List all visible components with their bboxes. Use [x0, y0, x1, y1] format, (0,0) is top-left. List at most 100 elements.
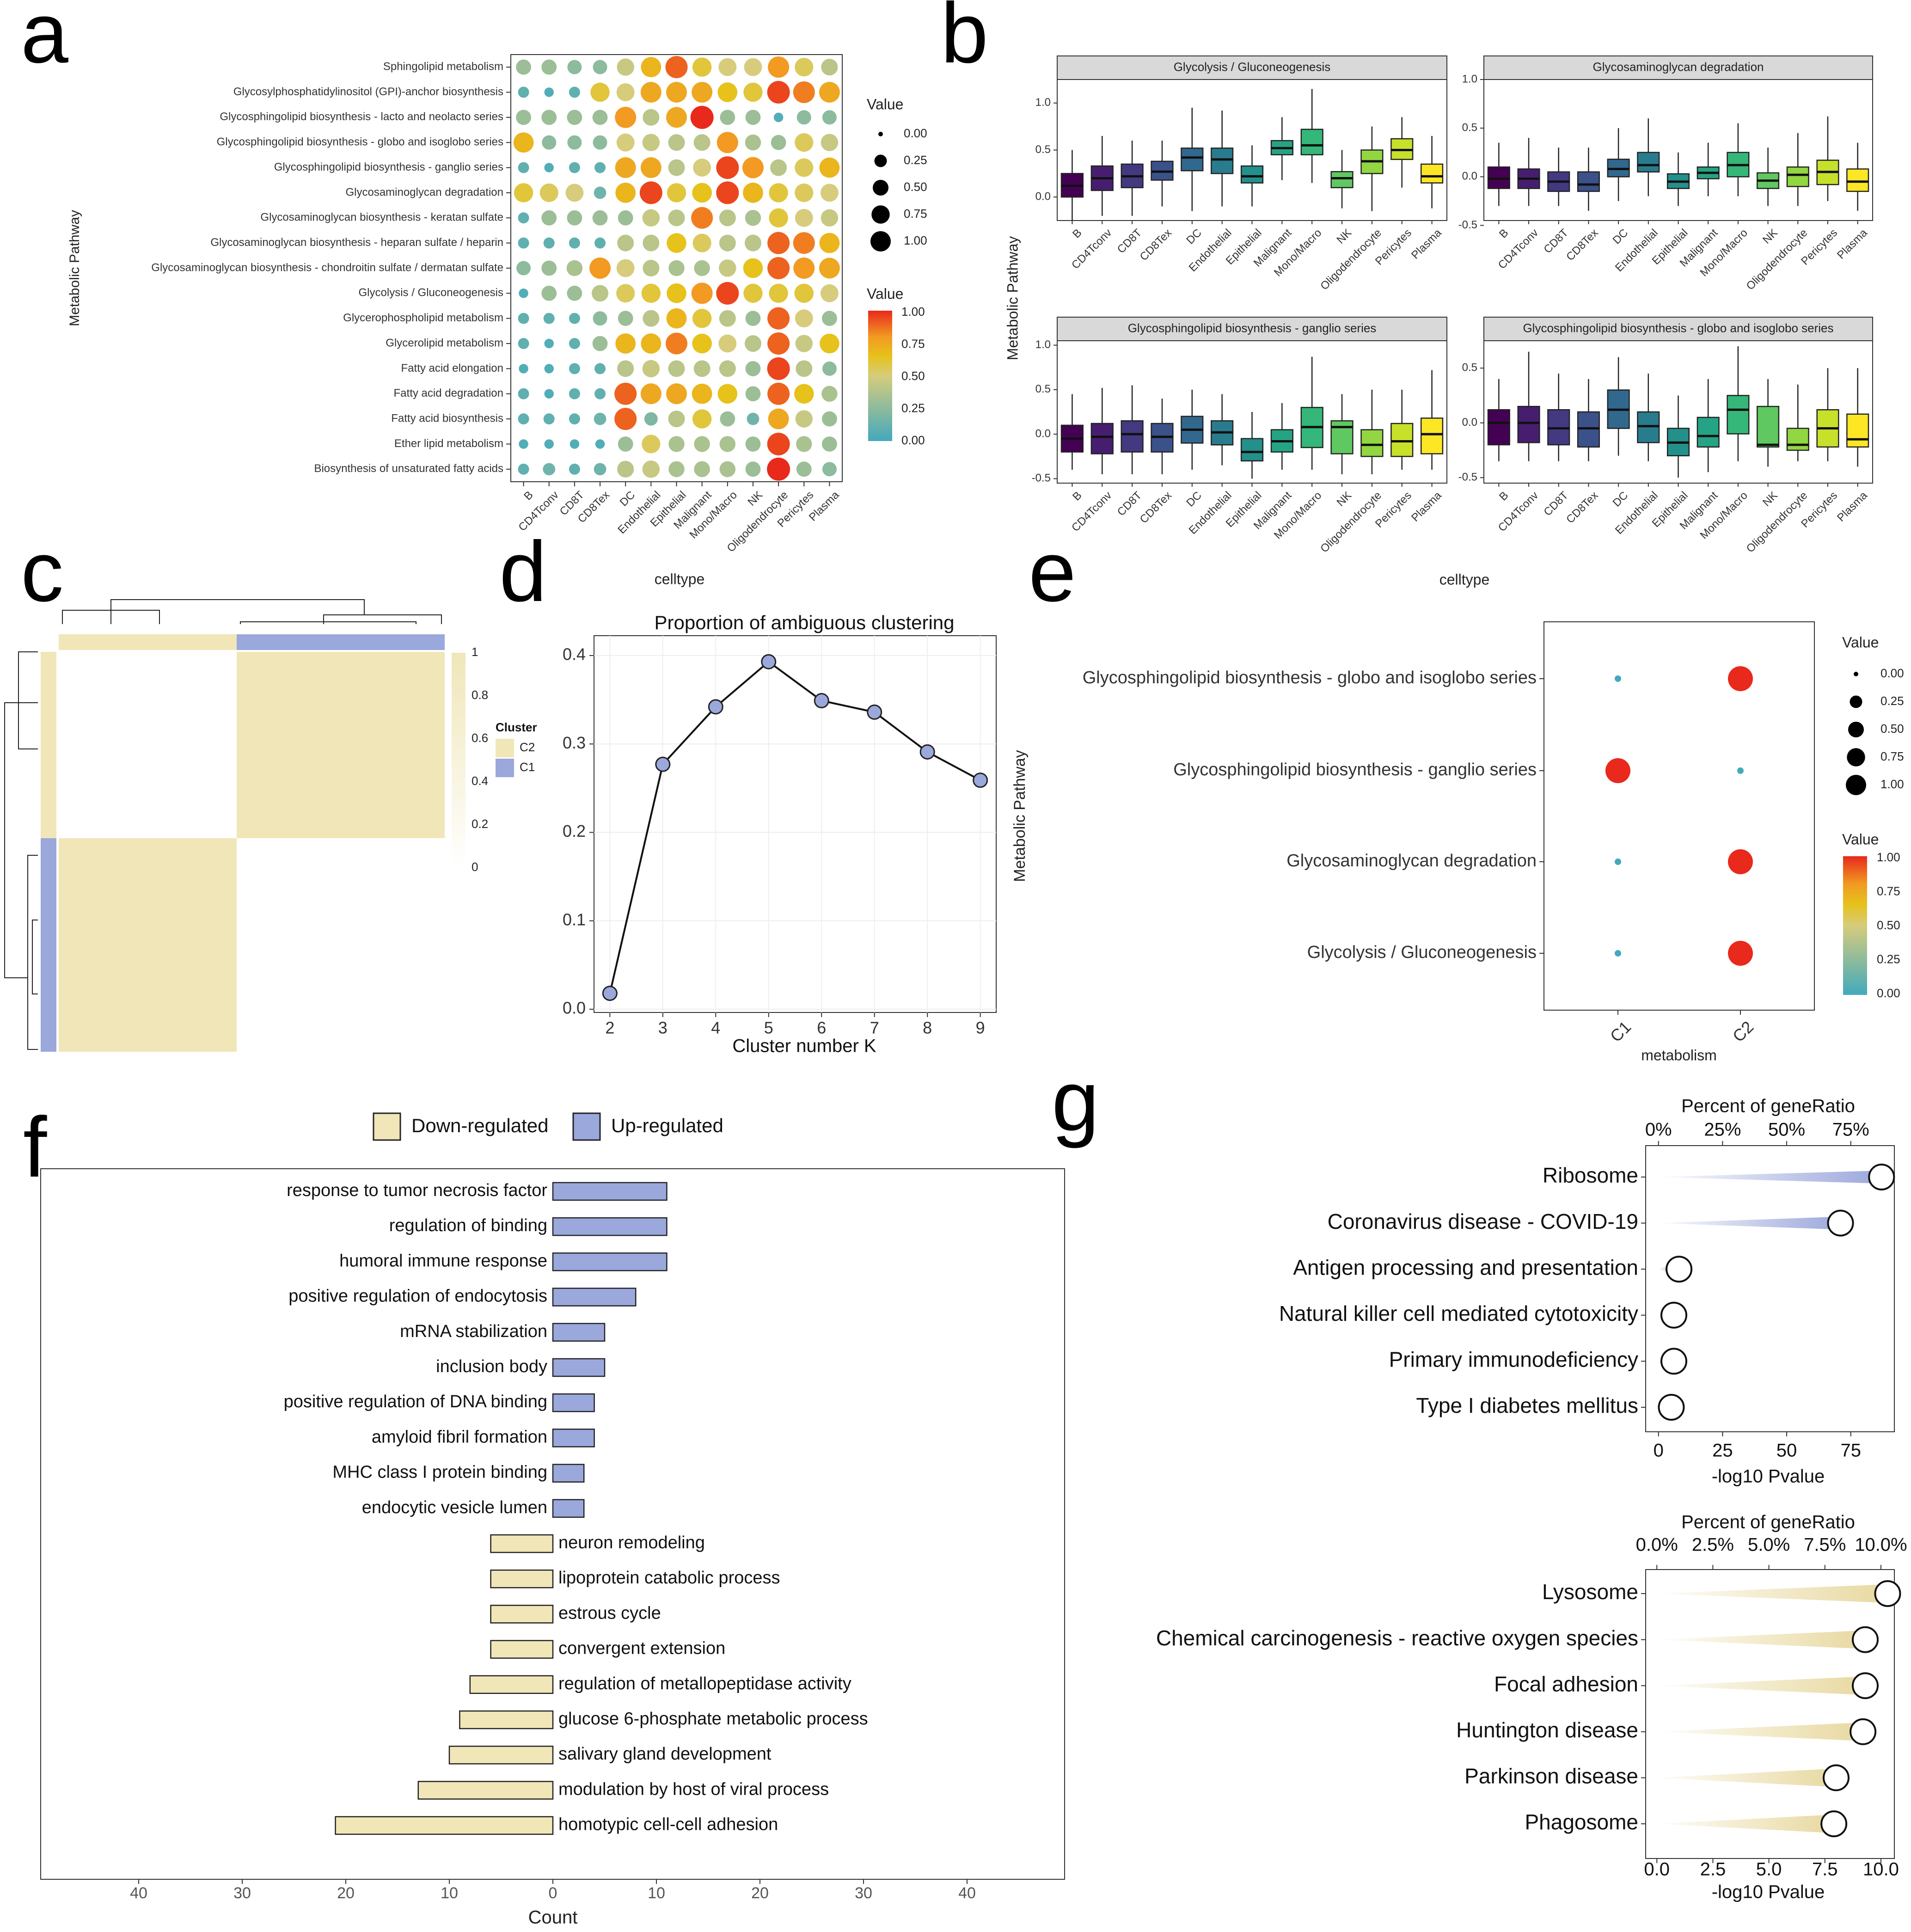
panel-a-size-legend-label: 0.00: [904, 126, 927, 140]
panel-a-dot: [747, 412, 760, 425]
panel-a-dot: [719, 259, 736, 277]
panel-d-xtick-label: 5: [764, 1018, 773, 1037]
panel-c-top-cluster-bar-c1: [237, 634, 445, 650]
panel-a-dot: [643, 259, 660, 277]
panel-b-ylabel: Metabolic Pathway: [1004, 236, 1021, 361]
panel-e-dot: [1728, 666, 1753, 691]
panel-a-dot: [667, 283, 686, 303]
panel-a-dot: [820, 184, 839, 202]
panel-a-ylabel: Metabolic Pathway: [67, 210, 82, 326]
panel-g-category-label: Natural killer cell mediated cytotoxicit…: [1279, 1301, 1638, 1325]
panel-d-xtick-label: 7: [870, 1018, 879, 1037]
panel-a-dot: [719, 360, 736, 377]
panel-f-category-label: salivary gland development: [558, 1744, 772, 1764]
panel-g-xtick-label: 25: [1712, 1441, 1733, 1461]
panel-a-dot: [692, 82, 713, 103]
panel-a-dot: [593, 135, 607, 150]
panel-a-dot: [567, 110, 582, 125]
panel-b-ytick-label: 1.0: [1462, 73, 1477, 85]
panel-a-dot: [692, 233, 711, 252]
panel-d-point: [814, 693, 829, 709]
panel-a-dot: [692, 409, 712, 429]
panel-a-dot: [796, 110, 811, 125]
panel-a-dot: [767, 457, 790, 481]
panel-b-xlabel: celltype: [1439, 571, 1490, 588]
panel-d-xtick-label: 9: [976, 1018, 985, 1037]
panel-a-row-label: Glycosaminoglycan biosynthesis - heparan…: [210, 236, 503, 249]
panel-b-box: [1090, 423, 1114, 454]
panel-a-dot: [518, 86, 529, 98]
panel-f-bar: [552, 1217, 668, 1236]
panel-a-dot: [795, 183, 814, 202]
panel-a-dot: [745, 311, 761, 326]
panel-a-dot: [769, 283, 788, 303]
panel-a-dot: [692, 57, 712, 77]
panel-b-ytick-label: -0.5: [1458, 219, 1477, 231]
panel-b-ytick-label: -0.5: [1032, 472, 1051, 485]
panel-a-dot: [719, 234, 736, 251]
panel-e-ylabel: Metabolic Pathway: [1011, 750, 1029, 882]
panel-a-dot: [589, 258, 611, 279]
panel-g-category-label: Type I diabetes mellitus: [1416, 1393, 1638, 1417]
panel-g-top-tick-label: 75%: [1832, 1120, 1869, 1140]
panel-d-frame: [594, 635, 997, 1013]
panel-a-dot: [616, 133, 635, 152]
panel-b-ytick-label: 0.0: [1462, 416, 1477, 429]
panel-a-dot: [516, 261, 531, 276]
panel-a-dot: [544, 439, 554, 449]
panel-g-lollipop-stem: [1657, 1584, 1888, 1603]
panel-d-point: [708, 699, 723, 715]
panel-a-dot: [768, 56, 790, 78]
panel-c-colorbar-label: 1: [472, 645, 478, 659]
panel-f-xtick-label: 20: [337, 1884, 355, 1902]
panel-a-dot: [668, 134, 685, 151]
panel-b-facet-strip: [1483, 317, 1873, 341]
panel-a-dot: [691, 207, 713, 229]
panel-a-dot: [594, 388, 606, 399]
panel-e-colorbar: [1843, 856, 1867, 995]
panel-a-dot: [569, 162, 580, 173]
panel-a-dot: [569, 463, 580, 475]
panel-f-category-label: positive regulation of endocytosis: [288, 1287, 547, 1306]
panel-g-lollipop-head: [1874, 1580, 1901, 1607]
panel-a-dot: [795, 335, 813, 352]
panel-b-ytick-label: 0.5: [1035, 143, 1051, 156]
panel-a-dot: [793, 81, 815, 104]
panel-e-dot: [1615, 859, 1621, 865]
panel-a-dot: [718, 334, 737, 353]
panel-b-box: [1211, 147, 1234, 174]
panel-a-dot: [744, 58, 762, 76]
panel-a-dot: [767, 382, 790, 405]
panel-a-dot: [518, 338, 529, 350]
panel-a-dot: [618, 210, 633, 226]
panel-e-color-legend-label: 0.25: [1877, 952, 1900, 966]
panel-a-dot: [668, 360, 685, 377]
panel-a-dot: [745, 134, 761, 151]
panel-f-legend-label-up: Up-regulated: [611, 1115, 723, 1136]
panel-f-category-label: estrous cycle: [558, 1603, 661, 1623]
panel-a-dot: [665, 332, 688, 355]
panel-a-dot: [543, 463, 556, 476]
panel-a-dot: [565, 184, 584, 202]
panel-a-dot: [617, 234, 634, 251]
panel-a-row-label: Glycerolipid metabolism: [386, 337, 503, 349]
panel-a-dot: [595, 439, 605, 449]
panel-a-dot: [592, 336, 608, 351]
panel-d-point: [867, 704, 882, 720]
panel-c-legend-swatch: [496, 759, 514, 777]
panel-a-row-label: Glycerophospholipid metabolism: [343, 312, 503, 324]
panel-a-dot: [590, 82, 610, 102]
panel-a-dot: [641, 57, 662, 78]
panel-a-dot: [618, 311, 633, 326]
panel-b-box: [1517, 405, 1540, 443]
panel-f-bar: [552, 1323, 606, 1342]
panel-g-xtick-label: 75: [1840, 1441, 1861, 1461]
panel-label-a: a: [21, 0, 68, 81]
panel-b-box: [1360, 429, 1384, 457]
panel-b-box: [1727, 395, 1750, 435]
panel-a-dot: [769, 183, 788, 202]
panel-g-category-label: Parkinson disease: [1464, 1764, 1638, 1788]
panel-e-size-legend-dot: [1847, 748, 1865, 767]
panel-b-box: [1846, 168, 1869, 192]
